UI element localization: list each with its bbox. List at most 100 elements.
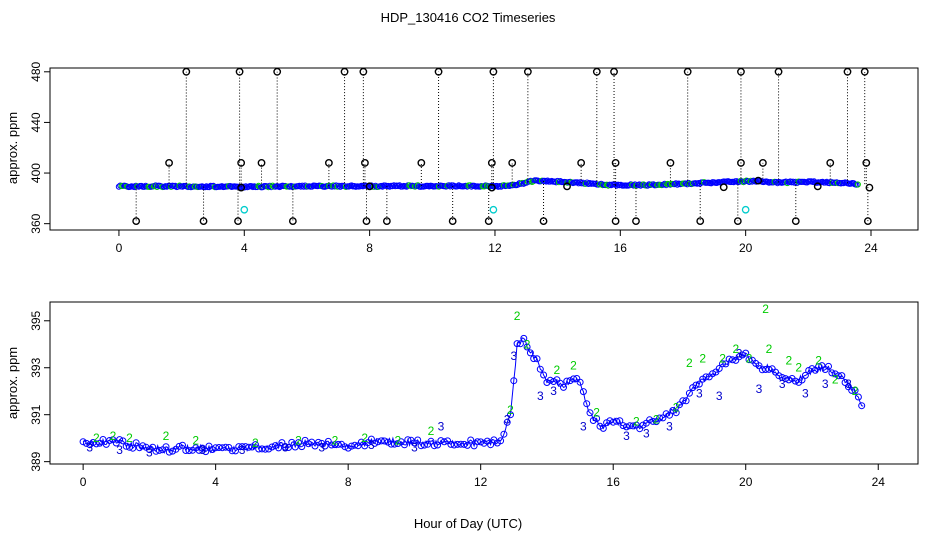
data-point [278, 439, 286, 447]
data-point [218, 444, 226, 452]
flag-label: 3 [580, 419, 587, 433]
data-point [404, 436, 412, 444]
data-point [394, 440, 402, 447]
spike-point [611, 217, 620, 226]
data-point [659, 414, 667, 422]
data-point [179, 441, 186, 449]
data-point [619, 422, 627, 430]
flag-label: 2 [126, 431, 133, 445]
flag-label: 3 [550, 384, 557, 398]
data-point [450, 441, 458, 449]
data-point [447, 440, 455, 448]
data-point [309, 183, 316, 190]
y-tick-label: 360 [29, 213, 43, 233]
spike-point [683, 67, 692, 76]
spike-point [611, 159, 620, 167]
data-point [626, 182, 633, 189]
data-point [348, 442, 355, 450]
cyan-point [240, 205, 249, 214]
data-point [435, 183, 443, 190]
spike-point [489, 67, 498, 76]
y-tick-label: 440 [29, 112, 43, 132]
data-point [520, 334, 528, 342]
flag-label: 2 [653, 412, 660, 426]
data-point [467, 182, 474, 189]
data-point [321, 442, 329, 450]
data-point [827, 178, 835, 185]
spike-point [235, 67, 244, 76]
flag-label: 2 [524, 337, 531, 351]
data-point [288, 438, 296, 446]
data-point [275, 444, 283, 452]
data-point [808, 365, 816, 373]
spike-point [733, 217, 742, 226]
flag-label: 3 [510, 349, 517, 363]
y-tick-label: 389 [29, 451, 43, 471]
data-point [79, 438, 87, 446]
spike-point [487, 159, 496, 167]
data-point [570, 375, 577, 383]
data-point [302, 182, 309, 189]
cyan-point [489, 205, 498, 214]
data-point [420, 441, 428, 449]
spike-point [696, 217, 705, 226]
data-point [232, 447, 239, 455]
data-point [544, 177, 551, 184]
data-point [616, 417, 624, 425]
data-point [165, 448, 173, 456]
flag-label: 3 [623, 429, 630, 443]
data-point [341, 443, 349, 451]
flagged-point [563, 182, 571, 191]
flag-label: 3 [756, 382, 763, 396]
data-point [613, 417, 620, 425]
data-point [575, 180, 582, 187]
plot-frame [49, 301, 919, 465]
data-point [298, 443, 306, 451]
data-point [129, 444, 137, 452]
data-point [631, 181, 639, 188]
flag-label: 2 [699, 351, 706, 365]
data-point [116, 436, 124, 444]
flag-label: 2 [762, 302, 769, 316]
data-point [331, 441, 339, 449]
flag-label: 2 [732, 342, 739, 356]
data-point [163, 183, 170, 190]
data-point [99, 436, 107, 443]
flag-label: 2 [514, 309, 521, 323]
data-point [560, 383, 567, 391]
data-point [254, 183, 261, 191]
y-tick-label: 395 [29, 310, 43, 330]
data-point [122, 442, 130, 450]
data-point [765, 365, 773, 373]
flag-label: 2 [507, 403, 514, 417]
flag-label: 3 [86, 441, 93, 455]
data-point [285, 444, 292, 451]
spike-point [288, 217, 297, 226]
x-tick-label: 8 [366, 241, 373, 255]
x-tick-label: 16 [614, 241, 628, 255]
data-point [682, 397, 690, 405]
chart-title: HDP_130416 CO2 Timeseries [381, 10, 556, 25]
data-point [775, 372, 783, 380]
data-point [351, 441, 359, 449]
data-point [729, 356, 736, 364]
spike-point [737, 67, 745, 76]
spike-point [523, 67, 532, 76]
data-point [291, 443, 299, 451]
spike-point [362, 217, 371, 226]
data-point [396, 182, 403, 189]
flagged-point [813, 182, 822, 191]
data-point [826, 180, 833, 187]
plot-frame [49, 67, 919, 231]
data-point [507, 411, 514, 419]
flag-label: 3 [318, 441, 325, 455]
data-point [742, 349, 750, 357]
spike-point [610, 67, 618, 76]
data-point [430, 442, 438, 450]
spike-point [632, 217, 640, 226]
data-point [778, 374, 786, 381]
data-point [202, 448, 210, 456]
flag-label: 3 [146, 445, 153, 459]
